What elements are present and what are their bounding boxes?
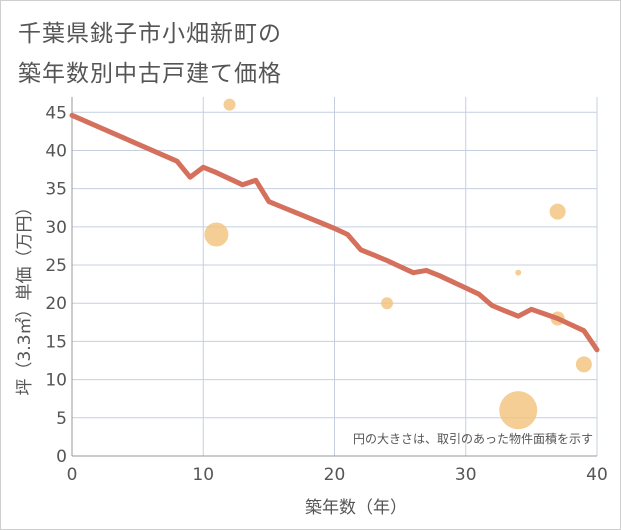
- y-tick-labels: 0 5 10 15 20 25 30 35 40 45: [45, 103, 67, 467]
- y-tick-label: 45: [45, 103, 67, 123]
- y-tick-label: 10: [45, 371, 67, 391]
- gridlines: [71, 97, 598, 457]
- x-tick-label: 0: [67, 465, 78, 485]
- bubble-point: [499, 391, 538, 430]
- x-tick-label: 20: [324, 465, 346, 485]
- bubble-point: [204, 222, 229, 247]
- x-tick-labels: 0 10 20 30 40: [67, 465, 608, 485]
- bubble-point: [549, 203, 566, 220]
- x-tick-label: 10: [192, 465, 214, 485]
- y-tick-label: 30: [45, 218, 67, 238]
- y-tick-label: 0: [56, 447, 67, 467]
- x-tick-label: 40: [586, 465, 608, 485]
- price-trend-line: [69, 112, 600, 353]
- x-axis-label: 築年数（年）: [305, 498, 407, 518]
- y-tick-label: 25: [45, 256, 67, 276]
- bubble-point: [515, 269, 522, 276]
- y-tick-label: 35: [45, 180, 67, 200]
- chart-title-line-2: 築年数別中古戸建て価格: [18, 61, 282, 87]
- bubble-point: [223, 98, 236, 111]
- bubble-point: [381, 297, 393, 310]
- y-axis-label: 坪（3.3㎡）単価（万円）: [15, 198, 35, 395]
- x-tick-label: 30: [455, 465, 477, 485]
- size-note: 円の大きさは、取引のあった物件面積を示す: [353, 431, 593, 446]
- chart-title-line-1: 千葉県銚子市小畑新町の: [18, 21, 282, 47]
- y-tick-label: 5: [56, 409, 67, 429]
- bubble-point: [575, 356, 592, 373]
- y-tick-label: 20: [45, 294, 67, 314]
- y-tick-label: 15: [45, 332, 67, 352]
- y-tick-label: 40: [45, 141, 67, 161]
